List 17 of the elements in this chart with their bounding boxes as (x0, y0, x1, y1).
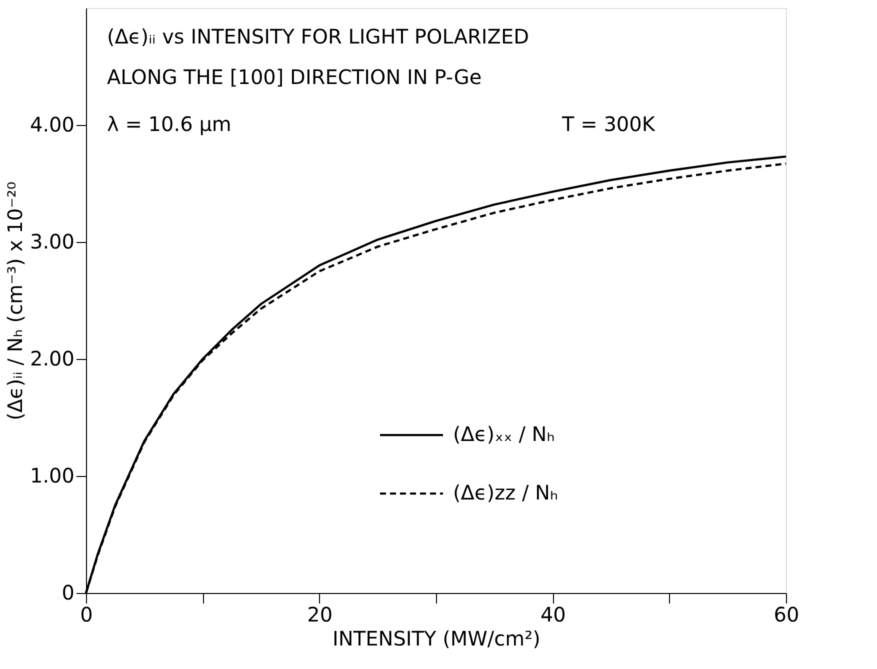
x-tick-label: 0 (80, 602, 93, 626)
legend-label: (Δϵ)ₓₓ / Nₕ (453, 422, 555, 446)
y-tick-label: 4.00 (30, 112, 74, 136)
y-tick-label: 2.00 (30, 346, 74, 370)
annotation: (Δϵ)ᵢᵢ vs INTENSITY FOR LIGHT POLARIZED (107, 24, 530, 48)
y-tick-label: 1.00 (30, 464, 74, 488)
y-tick-label: 0 (62, 580, 74, 604)
x-tick-label: 60 (774, 602, 800, 626)
x-axis-title: INTENSITY (MW/cm²) (332, 626, 540, 650)
legend-label: (Δϵ)zz / Nₕ (453, 480, 558, 505)
annotation: ALONG THE [100] DIRECTION IN P-Ge (107, 65, 482, 90)
x-tick-label: 20 (307, 602, 333, 626)
y-tick-label: 3.00 (30, 230, 74, 254)
y-axis-title: (Δϵ)ᵢᵢ / Nₕ (cm⁻³) x 10⁻²⁰ (2, 182, 27, 420)
x-tick-label: 40 (540, 602, 566, 626)
annotation: λ = 10.6 μm (107, 112, 232, 136)
annotation: T = 300K (561, 112, 656, 136)
